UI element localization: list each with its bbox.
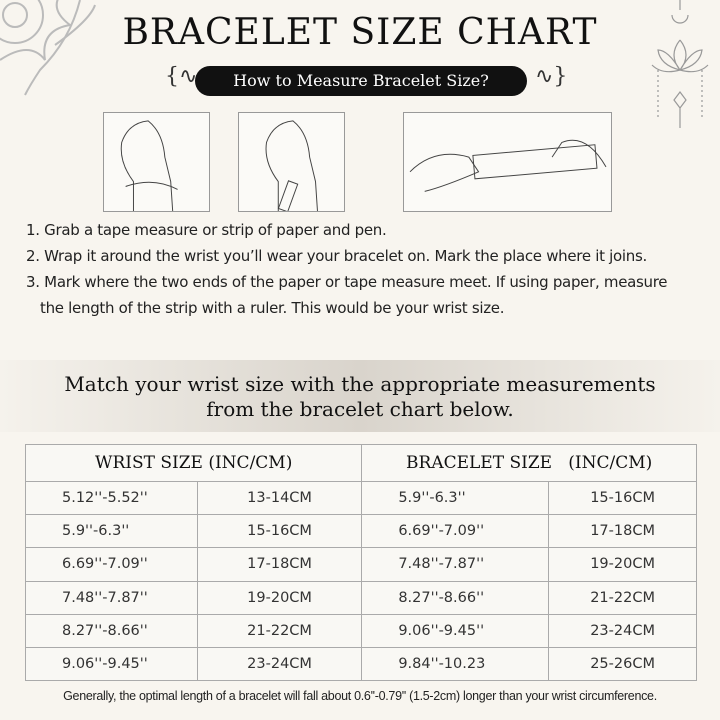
bracelet-inch-cell: 6.69''-7.09'' — [361, 514, 550, 549]
wrist-inch-cell: 5.9''-6.3'' — [25, 514, 198, 549]
lotus-decoration-icon — [651, 0, 709, 128]
wrist-inch-cell: 8.27''-8.66'' — [25, 613, 198, 648]
wrist-cm-cell: 17-18CM — [196, 547, 363, 582]
band-line-2: from the bracelet chart below. — [206, 397, 514, 421]
wrist-cm-cell: 13-14CM — [196, 480, 363, 516]
swirl-right-icon: ∿} — [535, 64, 568, 89]
table-row: 5.12''-5.52'' 13-14CM 5.9''-6.3'' 15-16CM — [25, 480, 697, 516]
swirl-left-icon: {∿ — [165, 64, 198, 89]
wrist-cm-cell: 21-22CM — [196, 613, 363, 648]
wrist-cm-cell: 19-20CM — [196, 580, 363, 615]
subtitle-pill: How to Measure Bracelet Size? — [195, 66, 527, 96]
wrist-inch-cell: 5.12''-5.52'' — [25, 480, 198, 516]
step-1: 1. Grab a tape measure or strip of paper… — [26, 221, 387, 239]
bracelet-cm-cell: 23-24CM — [548, 613, 697, 648]
bracelet-cm-cell: 15-16CM — [548, 480, 697, 516]
table-header-row: WRIST SIZE (INC/CM) BRACELET SIZE (INC/C… — [24, 444, 697, 482]
wrist-cm-cell: 15-16CM — [196, 514, 363, 549]
bracelet-cm-cell: 21-22CM — [548, 580, 697, 615]
bracelet-inch-cell: 8.27''-8.66'' — [361, 580, 550, 615]
bracelet-inch-cell: 5.9''-6.3'' — [361, 480, 550, 516]
bracelet-inch-cell: 9.06''-9.45'' — [361, 613, 550, 648]
bracelet-cm-cell: 17-18CM — [548, 514, 697, 549]
ruler-measure-illustration — [403, 112, 612, 212]
wrist-cm-cell: 23-24CM — [196, 646, 363, 682]
table-row: 7.48''-7.87'' 19-20CM 8.27''-8.66'' 21-22CM — [25, 580, 697, 615]
wrist-inch-cell: 9.06''-9.45'' — [25, 646, 198, 682]
bracelet-inch-cell: 7.48''-7.87'' — [361, 547, 550, 582]
band-line-1: Match your wrist size with the appropria… — [64, 372, 656, 396]
table-row: 9.06''-9.45'' 23-24CM 9.84''-10.23 25-26CM — [25, 646, 697, 682]
bracelet-cm-cell: 25-26CM — [548, 646, 697, 682]
bracelet-inch-cell: 9.84''-10.23 — [361, 646, 550, 682]
wrist-size-header: WRIST SIZE (INC/CM) — [24, 444, 363, 482]
instruction-band — [0, 360, 720, 432]
size-table: WRIST SIZE (INC/CM) BRACELET SIZE (INC/C… — [24, 444, 697, 682]
page-title: BRACELET SIZE CHART — [122, 12, 598, 53]
step-3: 3. Mark where the two ends of the paper … — [26, 273, 668, 291]
bracelet-size-header: BRACELET SIZE (INC/CM) — [361, 444, 697, 482]
mandala-decoration-icon — [0, 0, 96, 96]
hand-tape-illustration — [238, 112, 345, 213]
step-2: 2. Wrap it around the wrist you’ll wear … — [26, 247, 647, 265]
wrist-inch-cell: 7.48''-7.87'' — [25, 580, 198, 615]
wrist-inch-cell: 6.69''-7.09'' — [25, 547, 198, 582]
table-row: 5.9''-6.3'' 15-16CM 6.69''-7.09'' 17-18CM — [25, 514, 697, 549]
hand-wrap-illustration — [103, 112, 210, 212]
footnote: Generally, the optimal length of a brace… — [63, 689, 657, 703]
table-row: 8.27''-8.66'' 21-22CM 9.06''-9.45'' 23-24CM — [25, 613, 697, 648]
bracelet-cm-cell: 19-20CM — [548, 547, 697, 582]
table-row: 6.69''-7.09'' 17-18CM 7.48''-7.87'' 19-20CM — [25, 547, 697, 582]
step-3-continued: the length of the strip with a ruler. Th… — [40, 299, 505, 317]
